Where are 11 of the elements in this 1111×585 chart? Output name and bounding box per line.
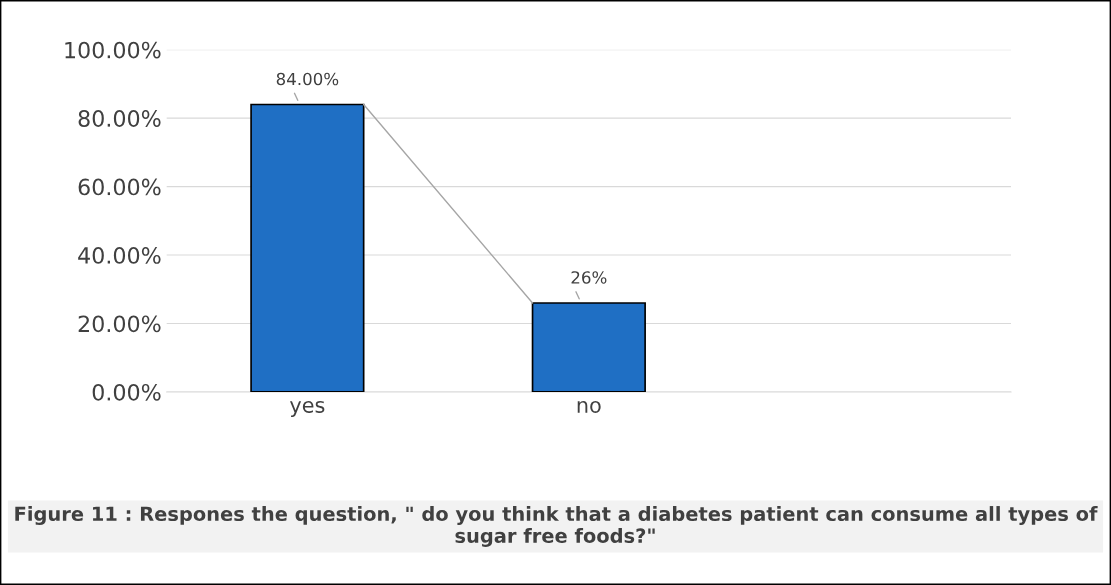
y-tick-label: 60.00%: [78, 178, 161, 196]
text: Figure 11 : Respones the question, " do you think that a diabetes patient can consume all types of sugar free foods?": [15, 506, 1098, 547]
data-label: 26%: [571, 271, 607, 284]
data-label: 84.00%: [276, 72, 339, 86]
x-tick-label: no: [577, 400, 601, 413]
y-tick-label: 20.00%: [78, 315, 161, 333]
x-tick-label: yes: [290, 400, 325, 417]
y-tick-label: 100.00%: [65, 41, 161, 59]
y-tick-label: 0.00%: [92, 383, 161, 401]
y-tick-label: 40.00%: [78, 247, 161, 264]
y-tick-label: 80.00%: [78, 110, 161, 127]
